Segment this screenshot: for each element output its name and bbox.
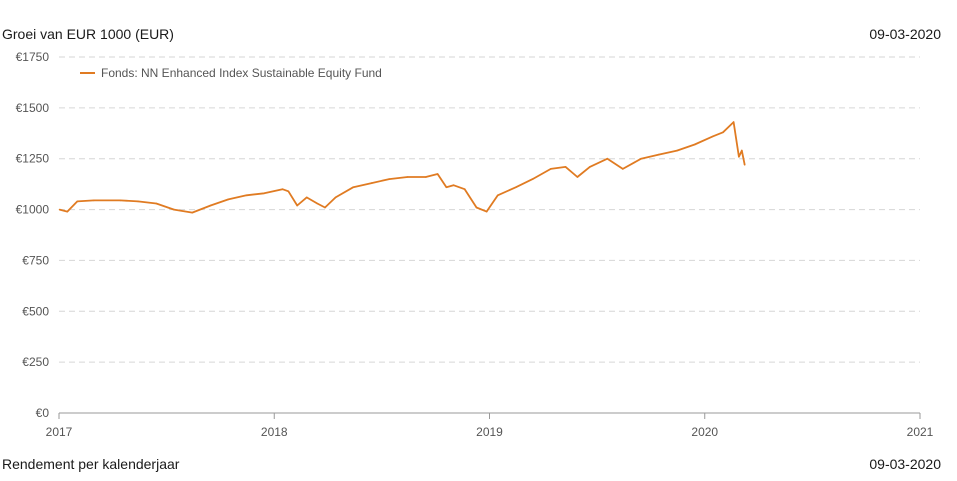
y-tick-label: €1000 (16, 203, 50, 217)
data-point (76, 200, 79, 203)
series-line (59, 121, 746, 214)
data-point (515, 186, 517, 188)
data-point (741, 149, 743, 152)
data-point (712, 135, 714, 138)
data-point (334, 196, 337, 199)
x-tick-label: 2019 (476, 425, 503, 439)
x-tick-label: 2017 (46, 425, 73, 439)
data-point (463, 188, 466, 190)
data-point (388, 178, 391, 180)
legend: Fonds: NN Enhanced Index Sustainable Equ… (80, 66, 382, 80)
data-point (475, 206, 478, 209)
y-tick-label: €1750 (16, 50, 50, 64)
y-tick-label: €750 (22, 253, 49, 267)
data-point (263, 192, 266, 195)
data-point (155, 202, 158, 205)
annual-returns-date: 09-03-2020 (869, 456, 941, 472)
y-tick-label: €1500 (16, 101, 50, 115)
data-point (743, 164, 746, 166)
data-point (425, 176, 427, 178)
data-point (406, 176, 409, 178)
data-point (722, 131, 724, 134)
data-point (640, 157, 642, 160)
data-point (452, 184, 455, 186)
data-point (436, 173, 439, 175)
data-point (606, 157, 609, 160)
data-point (370, 182, 373, 184)
data-point (445, 186, 448, 188)
data-point (93, 199, 95, 202)
data-point (485, 210, 488, 213)
annual-returns-heading: Rendement per kalenderjaar (2, 456, 180, 472)
data-point (352, 186, 355, 188)
data-point (324, 206, 326, 209)
x-tick-label: 2020 (691, 425, 718, 439)
data-point (287, 190, 290, 193)
x-tick-label: 2021 (907, 425, 934, 439)
data-point (676, 149, 678, 152)
data-point (658, 153, 660, 156)
data-point (576, 176, 579, 178)
y-tick-label: €250 (22, 355, 49, 369)
data-point (622, 168, 624, 170)
data-point (732, 121, 735, 123)
y-tick-label: €0 (36, 406, 50, 420)
legend-label: Fonds: NN Enhanced Index Sustainable Equ… (101, 66, 382, 80)
y-tick-label: €500 (22, 304, 49, 318)
data-point (316, 202, 319, 205)
chart-title: Groei van EUR 1000 (EUR) (2, 26, 174, 42)
data-point (191, 211, 194, 214)
data-point (66, 210, 69, 213)
data-point (550, 168, 552, 170)
data-point (589, 166, 591, 168)
grid (59, 56, 920, 363)
data-point (137, 200, 139, 203)
data-point (227, 198, 230, 201)
data-point (305, 196, 308, 199)
x-tick-label: 2018 (261, 425, 288, 439)
data-point (497, 194, 499, 197)
axes: €0 €250 €500 €750 €1000 €1250 €1500 €1750 2017 20… (16, 50, 934, 439)
data-point (58, 208, 61, 211)
data-point (209, 204, 212, 207)
series-layer (58, 121, 746, 214)
data-point (296, 204, 299, 207)
data-point (281, 188, 284, 190)
chart-date: 09-03-2020 (869, 26, 941, 42)
data-point (245, 194, 248, 197)
y-tick-label: €1250 (16, 152, 50, 166)
data-point (119, 199, 122, 202)
data-point (173, 208, 175, 211)
data-point (738, 155, 740, 158)
data-point (564, 166, 567, 168)
data-point (693, 143, 696, 146)
data-point (531, 178, 534, 180)
